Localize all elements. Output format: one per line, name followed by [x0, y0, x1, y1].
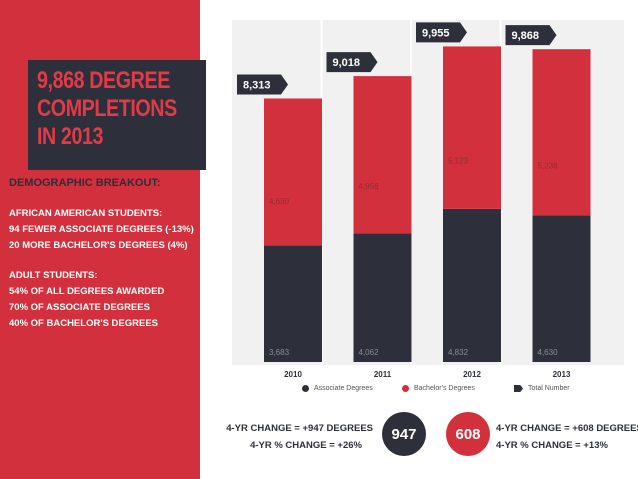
african-american-line: 94 FEWER ASSOCIATE DEGREES (-13%): [9, 224, 194, 235]
bachelor-bar: [264, 98, 322, 246]
bachelor-bar: [443, 46, 501, 209]
legend-label: Associate Degrees: [314, 385, 373, 392]
total-value-label: 9,018: [333, 57, 361, 69]
x-tick-label: 2010: [284, 370, 302, 379]
x-tick-label: 2011: [374, 370, 392, 379]
adult-line: 40% OF BACHELOR'S DEGREES: [9, 318, 159, 329]
associate-bar: [264, 245, 322, 362]
associate-value-label: 4,062: [359, 348, 380, 357]
adult-line: 70% OF ASSOCIATE DEGREES: [9, 302, 150, 313]
associate-change: 4-YR CHANGE = +947 DEGREES: [226, 423, 373, 434]
bachelor-value-label: 4,630: [269, 197, 290, 206]
total-value-label: 9,955: [422, 27, 450, 39]
total-value-label: 8,313: [243, 79, 271, 91]
total-value-label: 9,868: [512, 30, 540, 42]
total-tag: [326, 52, 378, 73]
legend-tag-icon: [514, 385, 523, 392]
total-tag: [416, 22, 467, 43]
legend-total: Total Number: [514, 385, 570, 392]
bachelor-bar: [353, 76, 412, 234]
headline-line: COMPLETIONS: [37, 95, 177, 122]
legend-bachelor: Bachelor's Degrees: [402, 385, 475, 392]
headline-block: 9,868 DEGREE COMPLETIONS IN 2013: [28, 60, 206, 170]
total-tag: [237, 74, 288, 95]
associate-value-label: 4,630: [538, 348, 559, 357]
associate-bar: [532, 215, 591, 362]
x-tick-label: 2012: [463, 370, 481, 379]
legend-dot-icon: [402, 385, 409, 392]
bachelor-change: 4-YR CHANGE = +608 DEGREES: [496, 423, 638, 434]
headline-line: 9,868 DEGREE: [37, 67, 170, 94]
bachelor-change-circle: 608: [446, 412, 490, 456]
total-tag: [505, 25, 557, 46]
african-american-line: 20 MORE BACHELOR'S DEGREES (4%): [9, 240, 188, 251]
legend-associate: Associate Degrees: [302, 385, 373, 392]
x-tick-label: 2013: [553, 370, 571, 379]
associate-bar: [353, 233, 412, 362]
associate-bar: [443, 208, 501, 362]
associate-change-circle: 947: [382, 412, 426, 456]
demographic-heading: DEMOGRAPHIC BREAKOUT:: [9, 177, 161, 189]
legend-label: Bachelor's Degrees: [414, 385, 475, 392]
associate-pct-change: 4-YR % CHANGE = +26%: [250, 440, 362, 451]
bachelor-value-label: 5,238: [538, 162, 559, 171]
bachelor-value-label: 5,123: [448, 156, 469, 165]
legend-label: Total Number: [528, 385, 570, 392]
associate-value-label: 3,683: [269, 348, 290, 357]
adult-heading: ADULT STUDENTS:: [9, 270, 98, 281]
bachelor-bar: [532, 49, 591, 216]
bachelor-pct-change: 4-YR % CHANGE = +13%: [496, 440, 608, 451]
associate-value-label: 4,832: [448, 348, 469, 357]
african-american-heading: AFRICAN AMERICAN STUDENTS:: [9, 208, 163, 219]
bachelor-value-label: 4,956: [359, 182, 380, 191]
adult-line: 54% OF ALL DEGREES AWARDED: [9, 286, 165, 297]
headline-line: IN 2013: [37, 123, 104, 150]
legend-dot-icon: [302, 385, 309, 392]
